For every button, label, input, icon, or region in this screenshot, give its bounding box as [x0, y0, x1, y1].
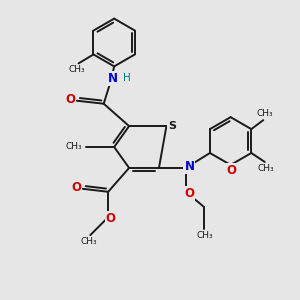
Text: CH₃: CH₃: [69, 65, 86, 74]
Text: O: O: [226, 164, 236, 177]
Text: O: O: [65, 93, 75, 106]
Text: CH₃: CH₃: [80, 237, 97, 246]
Text: CH₃: CH₃: [258, 164, 274, 173]
Text: CH₃: CH₃: [197, 231, 214, 240]
Text: H: H: [123, 73, 130, 83]
Text: CH₃: CH₃: [256, 109, 273, 118]
Text: O: O: [71, 181, 81, 194]
Text: O: O: [184, 187, 194, 200]
Text: CH₃: CH₃: [66, 142, 82, 151]
Text: S: S: [168, 121, 176, 131]
Text: O: O: [106, 212, 116, 225]
Text: N: N: [184, 160, 194, 173]
Text: N: N: [108, 72, 118, 85]
